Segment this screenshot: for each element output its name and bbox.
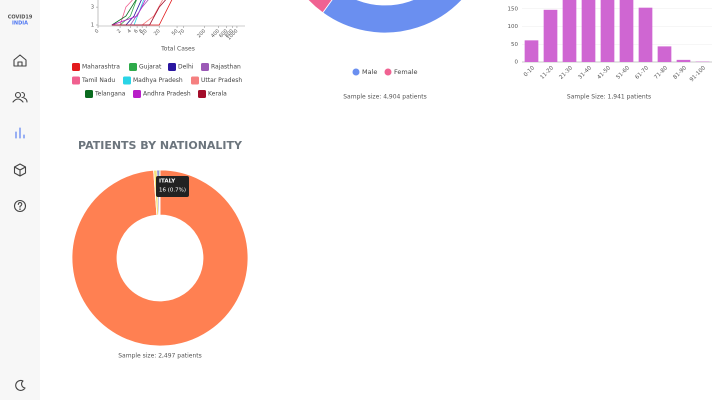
legend-label: Delhi — [178, 64, 194, 71]
brand-sub: INDIA — [12, 21, 28, 27]
chart-title: PATIENTS BY NATIONALITY — [78, 139, 243, 152]
sample-size: Sample size: 4,904 patients — [343, 94, 427, 101]
y-tick-label: 100 — [508, 24, 519, 30]
legend-label: Maharashtra — [82, 64, 120, 71]
bar — [562, 0, 577, 62]
legend-swatch — [198, 90, 206, 98]
legend-label: Rajasthan — [211, 64, 241, 71]
x-tick-label: 61-70 — [634, 65, 650, 81]
line — [111, 0, 146, 26]
legend-swatch — [72, 63, 80, 71]
bar — [619, 0, 634, 63]
line — [111, 0, 142, 26]
tooltip — [156, 176, 189, 197]
y-tick-label: 50 — [511, 42, 518, 48]
theme-toggle[interactable] — [15, 379, 26, 391]
bar — [657, 46, 672, 62]
x-tick-label: 20 — [153, 28, 162, 37]
legend-label: Male — [362, 68, 377, 76]
x-tick-label: 70 — [177, 28, 186, 37]
brand: COVID19 — [8, 15, 33, 21]
legend-swatch — [72, 76, 80, 85]
x-tick-label: 600 — [218, 28, 229, 39]
home-icon[interactable] — [13, 54, 27, 67]
y-tick-label: 150 — [508, 6, 519, 12]
charts-icon[interactable] — [15, 127, 25, 139]
donut-slice — [322, 0, 463, 34]
x-tick-label: 6 — [133, 28, 139, 34]
bar — [543, 9, 558, 63]
x-tick-label: 41-50 — [596, 65, 612, 81]
x-tick-label: 2 — [116, 28, 122, 34]
legend-label: Kerala — [208, 91, 227, 98]
x-tick-label: 31-40 — [577, 65, 593, 81]
legend-swatch — [168, 63, 176, 71]
line — [111, 0, 167, 26]
legend-label: Gujarat — [139, 64, 162, 71]
bar — [676, 59, 691, 62]
y-tick-label: 0 — [515, 60, 519, 66]
legend-label: Telangana — [94, 91, 126, 98]
bar — [600, 0, 615, 62]
cube-icon[interactable] — [13, 163, 27, 177]
y-tick-label: 3 — [91, 5, 94, 11]
x-tick-label: 11-20 — [539, 65, 555, 81]
legend-dot — [352, 68, 360, 76]
legend-label: Female — [394, 68, 418, 76]
tooltip-title: ITALY — [159, 179, 176, 185]
help-icon[interactable] — [13, 199, 27, 213]
sample-size: Sample Size: 1,941 patients — [567, 94, 651, 101]
bar — [524, 40, 539, 62]
x-tick-label: 0-10 — [523, 65, 536, 78]
x-tick-label: 10 — [140, 28, 149, 37]
donut-slice — [307, 0, 333, 14]
x-tick-label: 0 — [94, 28, 100, 34]
x-tick-label: 400 — [210, 28, 221, 39]
bar — [581, 0, 596, 63]
legend-swatch — [191, 76, 199, 85]
x-axis-label: Total Cases — [160, 46, 195, 53]
x-tick-label: 200 — [196, 28, 207, 39]
x-tick-label: 81-90 — [672, 65, 688, 81]
legend-dot — [384, 68, 392, 76]
users-icon[interactable] — [12, 91, 28, 103]
x-tick-label: 91-100 — [689, 65, 707, 83]
x-tick-label: 800 — [224, 28, 235, 39]
legend-label: Andhra Pradesh — [143, 91, 191, 98]
legend-swatch — [123, 76, 131, 85]
bar — [638, 7, 653, 62]
legend-label: Tamil Nadu — [81, 77, 115, 84]
legend-swatch — [201, 63, 209, 71]
donut-slice — [71, 169, 249, 347]
y-tick-label: 1 — [91, 23, 94, 29]
line — [111, 0, 163, 26]
x-tick-label: 71-80 — [653, 65, 669, 81]
legend-label: Uttar Pradesh — [201, 77, 242, 84]
tooltip-value: 16 (0.7%) — [159, 188, 186, 194]
x-tick-label: 8 — [138, 28, 144, 34]
legend-swatch — [133, 90, 141, 98]
lines — [111, 0, 173, 26]
x-tick-label: 4 — [126, 28, 132, 34]
legend-swatch — [85, 90, 93, 98]
legend-label: Madhya Pradesh — [133, 77, 183, 84]
legend-swatch — [129, 63, 137, 71]
sample-size: Sample size: 2,497 patients — [118, 353, 202, 360]
x-tick-label: 21-30 — [558, 65, 574, 81]
x-tick-label: 51-60 — [615, 65, 631, 81]
line — [111, 0, 137, 26]
x-tick-label: 50 — [171, 28, 180, 37]
